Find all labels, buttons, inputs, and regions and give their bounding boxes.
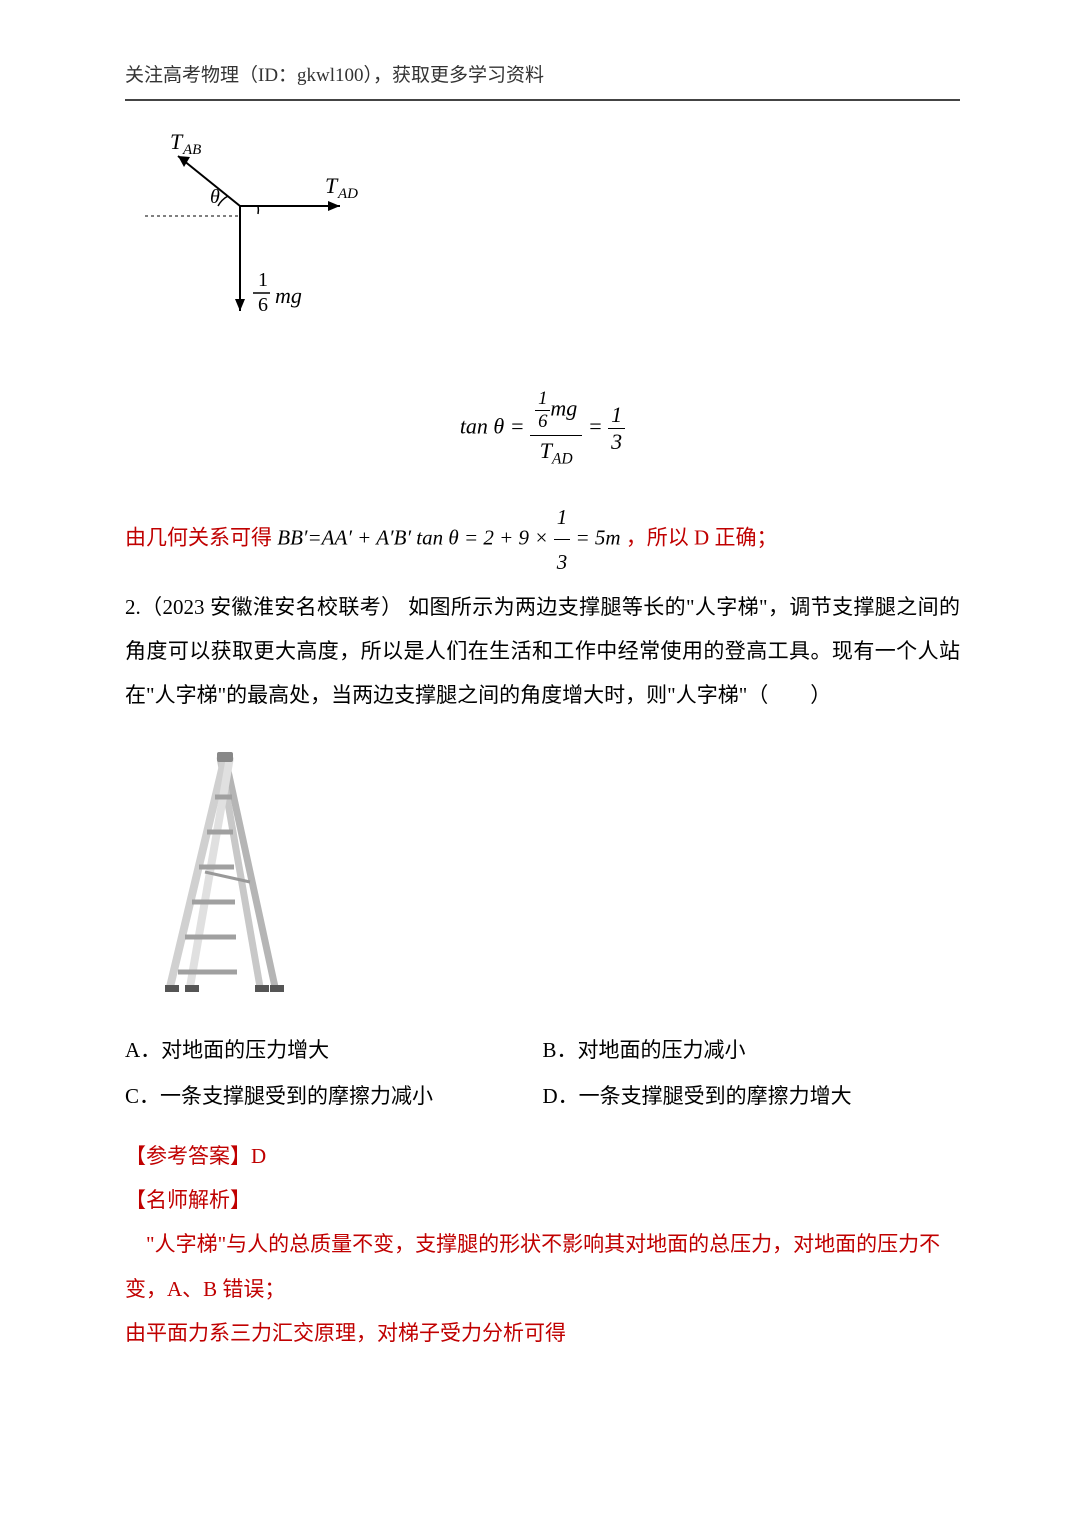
analysis-para2: 由平面力系三力汇交原理，对梯子受力分析可得 <box>125 1311 960 1355</box>
analysis-label: 【名师解析】 <box>125 1178 960 1222</box>
options-block: A．对地面的压力增大 B．对地面的压力减小 C．一条支撑腿受到的摩擦力减小 D．… <box>125 1027 960 1119</box>
svg-text:AD: AD <box>337 186 358 202</box>
ladder-figure <box>135 742 960 1007</box>
header-text: 关注高考物理（ID：gkwl100），获取更多学习资料 <box>125 65 544 86</box>
force-diagram: T AB T AD θ 1 6 mg <box>140 131 960 356</box>
eq-equals: = <box>588 413 603 438</box>
equation-tan-theta: tan θ = 1 6 mg TAD = 1 3 <box>125 386 960 470</box>
page-header: 关注高考物理（ID：gkwl100），获取更多学习资料 <box>125 60 960 101</box>
geometric-relation-line: 由几何关系可得 BB′=AA′ + A′B′ tan θ = 2 + 9 × 1… <box>125 495 960 584</box>
svg-text:mg: mg <box>275 283 302 308</box>
svg-text:T: T <box>325 173 339 198</box>
option-b: B．对地面的压力减小 <box>543 1027 961 1073</box>
eq-lhs: tan θ = <box>460 413 525 438</box>
svg-text:6: 6 <box>258 294 268 316</box>
option-d: D．一条支撑腿受到的摩擦力增大 <box>543 1073 961 1119</box>
option-c: C．一条支撑腿受到的摩擦力减小 <box>125 1073 543 1119</box>
analysis-para1: "人字梯"与人的总质量不变，支撑腿的形状不影响其对地面的总压力，对地面的压力不变… <box>125 1222 960 1310</box>
svg-text:1: 1 <box>258 269 268 291</box>
answer-value: D <box>251 1144 266 1168</box>
answer-block: 【参考答案】D 【名师解析】 "人字梯"与人的总质量不变，支撑腿的形状不影响其对… <box>125 1134 960 1354</box>
svg-text:T: T <box>170 131 184 154</box>
problem-2-text: 2.（2023 安徽淮安名校联考） 如图所示为两边支撑腿等长的"人字梯"，调节支… <box>125 585 960 717</box>
option-a: A．对地面的压力增大 <box>125 1027 543 1073</box>
svg-text:AB: AB <box>182 142 201 158</box>
answer-label: 【参考答案】 <box>125 1144 251 1168</box>
